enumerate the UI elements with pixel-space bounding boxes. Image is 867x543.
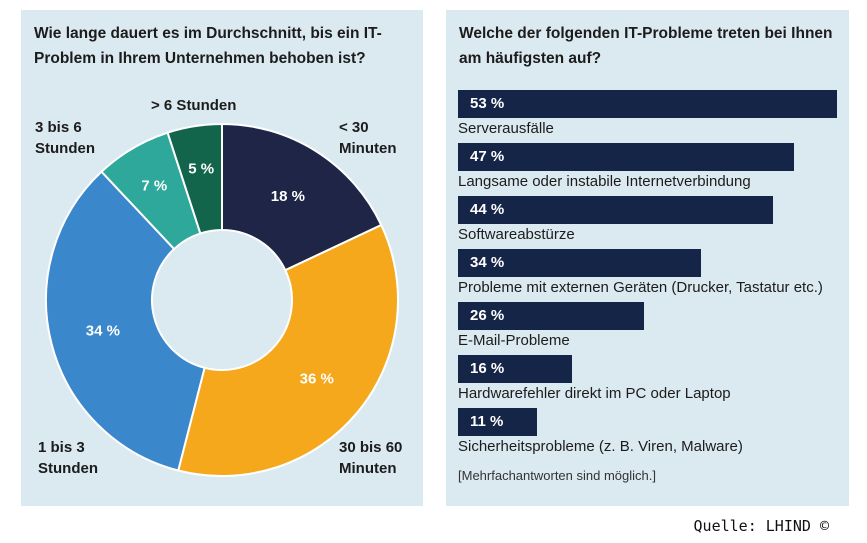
slice-value-label: 18 % <box>271 188 305 205</box>
slice-category-label-line: Stunden <box>38 460 98 477</box>
bar-category-label: Serverausfälle <box>458 120 554 137</box>
slice-category-label-line: 1 bis 3 <box>38 439 85 456</box>
pie-slice <box>45 170 206 472</box>
slice-category-label-line: Minuten <box>339 140 397 157</box>
bar-category-label: Langsame oder instabile Internetverbindu… <box>458 173 751 190</box>
slice-category-label-line: 30 bis 60 <box>339 439 403 456</box>
slice-value-label: 5 % <box>188 161 214 178</box>
slice-value-label: 36 % <box>300 370 334 387</box>
bar-category-label: Sicherheitsprobleme (z. B. Viren, Malwar… <box>458 438 743 455</box>
bar: 34 % <box>458 249 702 277</box>
slice-category-label-line: Stunden <box>35 140 95 157</box>
slice-category-label: 30 bis 60 Minuten <box>339 437 402 479</box>
source-credit: Quelle: LHIND © <box>693 517 829 535</box>
slice-category-label-line: < 30 <box>339 119 369 136</box>
bar: 11 % <box>458 408 537 436</box>
bar: 16 % <box>458 355 573 383</box>
bar-value-label: 34 % <box>470 254 505 271</box>
bar-category-label: E-Mail-Probleme <box>458 332 570 349</box>
donut-chart: 18 % 36 % 34 % 7 % 5 % <box>45 122 399 477</box>
slice-category-label-line: 3 bis 6 <box>35 119 82 136</box>
bar-category-label: Hardwarefehler direkt im PC oder Laptop <box>458 385 731 402</box>
pie-chart-title: Wie lange dauert es im Durchschnitt, bis… <box>34 25 382 67</box>
bar-value-label: 11 % <box>470 413 504 430</box>
slice-category-label: 1 bis 3 Stunden <box>38 437 98 479</box>
footnote: [Mehrfachantworten sind möglich.] <box>458 468 656 483</box>
bar-value-label: 44 % <box>470 201 505 218</box>
slice-value-label: 7 % <box>141 178 167 195</box>
slice-category-label: > 6 Stunden <box>151 95 236 116</box>
bar: 47 % <box>458 143 795 171</box>
bar-value-label: 16 % <box>470 360 505 377</box>
pie-slice <box>221 122 383 272</box>
pie-slice <box>166 122 223 235</box>
pie-slice <box>177 223 399 477</box>
bar-category-label: Probleme mit externen Geräten (Drucker, … <box>458 279 823 296</box>
bar-value-label: 26 % <box>470 307 505 324</box>
pie-chart-panel: Wie lange dauert es im Durchschnitt, bis… <box>21 10 423 506</box>
slice-category-label: < 30 Minuten <box>339 117 397 159</box>
bar-value-label: 53 % <box>470 95 505 112</box>
slice-category-label-line: > 6 Stunden <box>151 97 237 114</box>
bar-category-label: Softwareabstürze <box>458 226 575 243</box>
slice-value-label: 34 % <box>86 323 120 340</box>
slice-category-label: 3 bis 6 Stunden <box>35 117 95 159</box>
slice-category-label-line: Minuten <box>339 460 397 477</box>
bar: 53 % <box>458 90 837 118</box>
bar: 26 % <box>458 302 644 330</box>
bar-chart-panel: Welche der folgenden IT-Probleme treten … <box>446 10 849 506</box>
bar-value-label: 47 % <box>470 148 505 165</box>
bar: 44 % <box>458 196 773 224</box>
bar-chart-title: Welche der folgenden IT-Probleme treten … <box>459 25 833 67</box>
